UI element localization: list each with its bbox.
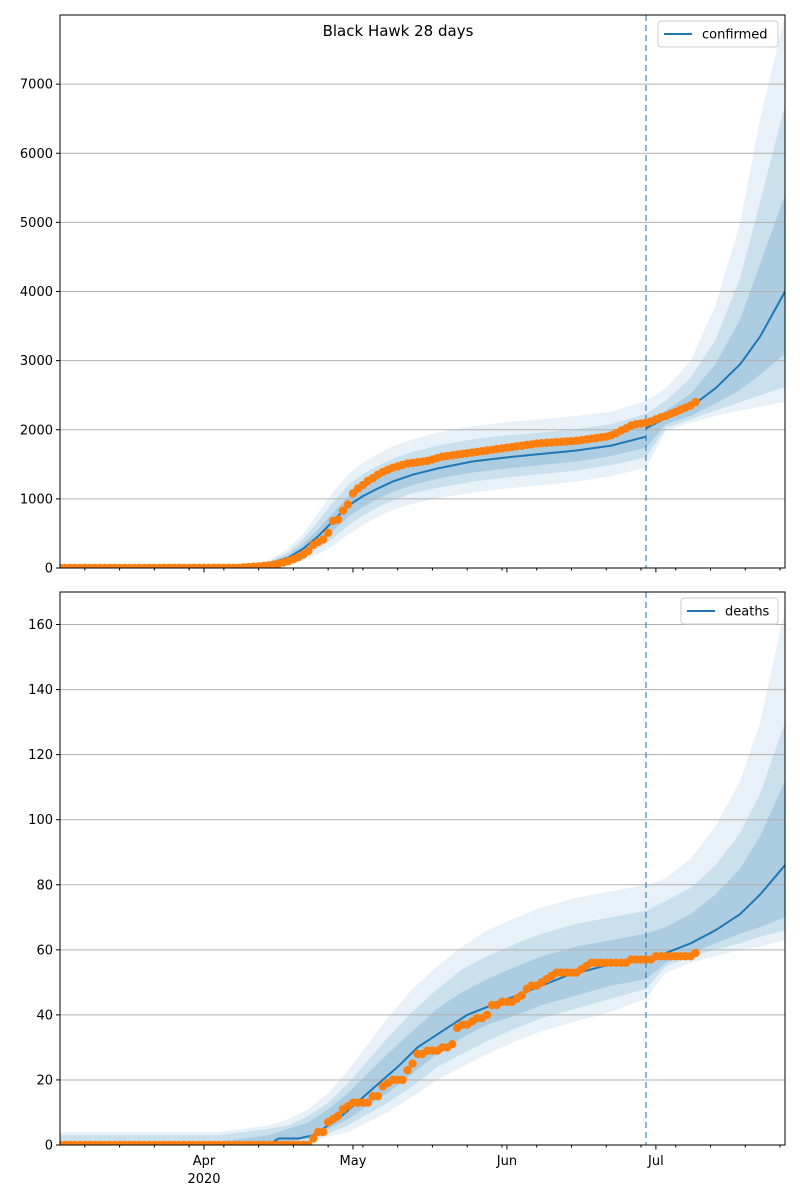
deaths-axes-frame [59,591,786,1146]
x-tick-label: Jul [647,1154,664,1169]
x-tick-label: Jun [496,1154,517,1169]
confirmed-observed-point [333,515,343,524]
confirmed-y-tick-label: 7000 [20,78,53,93]
confirmed-observed-point [691,397,700,407]
confirmed-y-tick-label: 0 [45,562,53,577]
deaths-observed-point [333,1111,343,1120]
deaths-gridlines [60,624,785,1081]
confirmed-y-tick-label: 1000 [20,492,53,507]
deaths-observed-point [448,1039,457,1049]
confirmed-observed-point [304,546,313,556]
confirmed-legend-box [657,20,779,48]
confirmed-y-tick-label: 4000 [20,285,53,300]
deaths-model-fit [60,958,647,1145]
deaths-observed-point [398,1075,407,1085]
deaths-panel: 0 20 40 60 80 100 120 140 160 Apr 2020 May Jun Jul d… [28,591,786,1187]
confirmed-band-1 [60,104,785,568]
deaths-y-tick-label: 0 [45,1139,53,1154]
x-tick-label: May [340,1154,367,1169]
deaths-observed-point [403,1065,412,1075]
deaths-band-0 [60,608,785,1145]
deaths-legend: deaths [680,597,779,625]
confirmed-legend: confirmed [657,20,779,48]
confirmed-y-tick-label: 3000 [20,354,53,369]
deaths-axes [59,591,786,1146]
confirmed-observed-point [338,506,348,515]
confirmed-observed-points [60,397,700,568]
confirmed-observed-point [318,535,328,544]
deaths-observed-point [318,1127,328,1137]
x-tick-label: Apr [193,1154,216,1169]
deaths-observed-point [517,991,527,1000]
deaths-observed-point [309,1134,318,1143]
confirmed-gridlines [60,83,785,500]
deaths-observed-point [373,1092,383,1101]
confirmed-legend-label: confirmed [702,28,768,43]
confirmed-y-tick-label: 2000 [20,423,53,438]
deaths-x-ticks: Apr 2020 May Jun Jul [84,1145,781,1187]
deaths-y-tick-label: 100 [28,813,53,828]
deaths-y-tick-label: 40 [36,1008,53,1023]
deaths-observed-point [691,948,700,958]
confirmed-observed-point [343,500,353,509]
deaths-legend-label: deaths [725,605,770,620]
deaths-observed-point [363,1098,373,1107]
deaths-observed-point [482,1010,492,1020]
deaths-y-tick-label: 120 [28,748,53,763]
deaths-observed-points [60,948,700,1145]
confirmed-x-ticks [84,568,781,573]
confirmed-y-tick-label: 6000 [20,147,53,162]
confirmed-y-tick-label: 5000 [20,216,53,231]
deaths-y-ticks: 0 20 40 60 80 100 120 140 160 [28,618,60,1154]
confirmed-y-ticks: 0 1000 2000 3000 4000 5000 6000 7000 [20,78,60,577]
deaths-band-1 [60,722,785,1145]
deaths-observed-point [408,1059,417,1068]
x-tick-sublabel: 2020 [187,1172,220,1187]
confirmed-panel: 0 1000 2000 3000 4000 5000 6000 7000 Black Hawk… [20,14,786,577]
deaths-y-tick-label: 20 [36,1073,53,1088]
deaths-legend-box [680,597,779,625]
chart-title: Black Hawk 28 days [323,22,474,40]
confirmed-observed-point [323,528,333,537]
deaths-y-tick-label: 140 [28,683,53,698]
deaths-y-tick-label: 60 [36,943,53,958]
deaths-y-tick-label: 160 [28,618,53,633]
deaths-observed-point [304,1140,313,1145]
deaths-y-tick-label: 80 [36,878,53,893]
